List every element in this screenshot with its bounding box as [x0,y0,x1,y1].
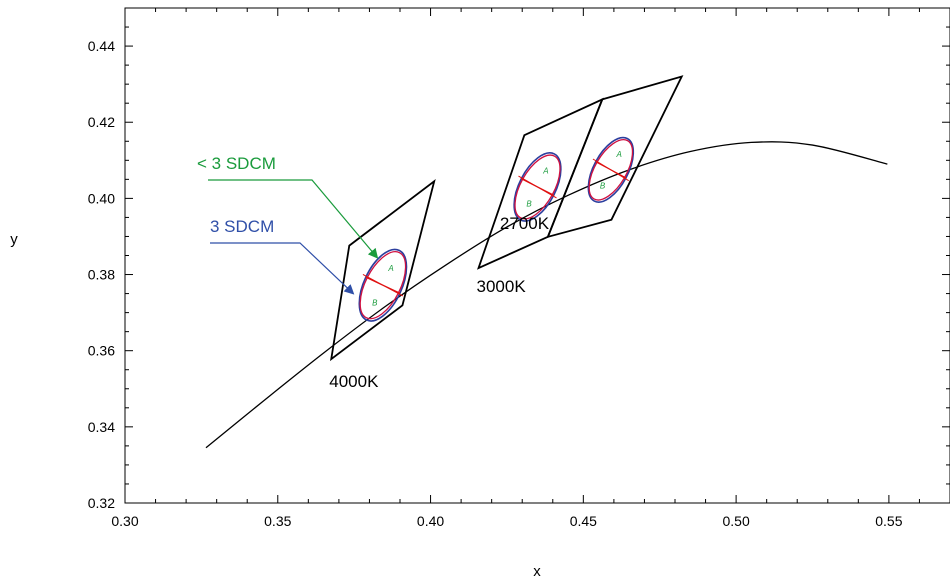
quadrangle-outline [330,178,436,362]
x-axis-title: x [533,563,541,580]
x-tick-labels: 0.30 0.35 0.40 0.45 0.50 0.55 [111,513,902,529]
y-tick-label: 0.32 [88,495,115,511]
callout-label: < 3 SDCM [197,154,276,173]
quadrangles: A B 4000K A B 3000K A B 2700K [329,75,684,391]
x-tick-label: 0.50 [722,513,749,529]
x-tick-label: 0.40 [417,513,444,529]
y-tick-label: 0.34 [88,419,115,435]
half-label-b: B [372,299,378,308]
cct-label: 2700K [500,214,550,233]
quadrangle-outline [476,97,604,270]
ellipse-cross-divider [592,158,629,182]
x-tick-label: 0.35 [264,513,291,529]
half-label-b: B [600,181,606,190]
y-tick-label: 0.40 [88,190,115,206]
half-label-a: A [542,166,548,175]
half-label-a: A [387,264,393,273]
x-tick-label: 0.55 [875,513,902,529]
planckian-locus [205,141,888,449]
callout-arrow [210,242,355,295]
y-tick-label: 0.44 [88,38,115,54]
ellipse-cross-divider [518,175,557,199]
callouts: < 3 SDCM 3 SDCM [197,154,379,295]
ellipse-cross-divider [362,273,404,297]
y-axis-title: y [10,231,18,248]
x-tick-label: 0.45 [570,513,597,529]
y-tick-labels: 0.32 0.34 0.36 0.38 0.40 0.42 0.44 [88,38,115,511]
planckian-locus-group [205,141,888,449]
callout-label: 3 SDCM [210,217,274,236]
y-tick-label: 0.42 [88,114,115,130]
quadrangle-outline [546,75,684,239]
quadrangle-3000k: A B 3000K [476,97,604,296]
half-label-a: A [615,150,621,159]
x-tick-label: 0.30 [111,513,138,529]
cct-label: 4000K [329,372,379,391]
plot-frame [124,7,950,504]
y-tick-label: 0.36 [88,343,115,359]
y-tick-label: 0.38 [88,267,115,283]
cct-label: 3000K [477,277,527,296]
callout-arrow [208,179,379,259]
quadrangle-4000k: A B 4000K [329,178,436,391]
half-label-b: B [526,199,532,208]
axis-ticks [124,7,950,504]
quadrangle-2700k: A B 2700K [500,75,684,239]
